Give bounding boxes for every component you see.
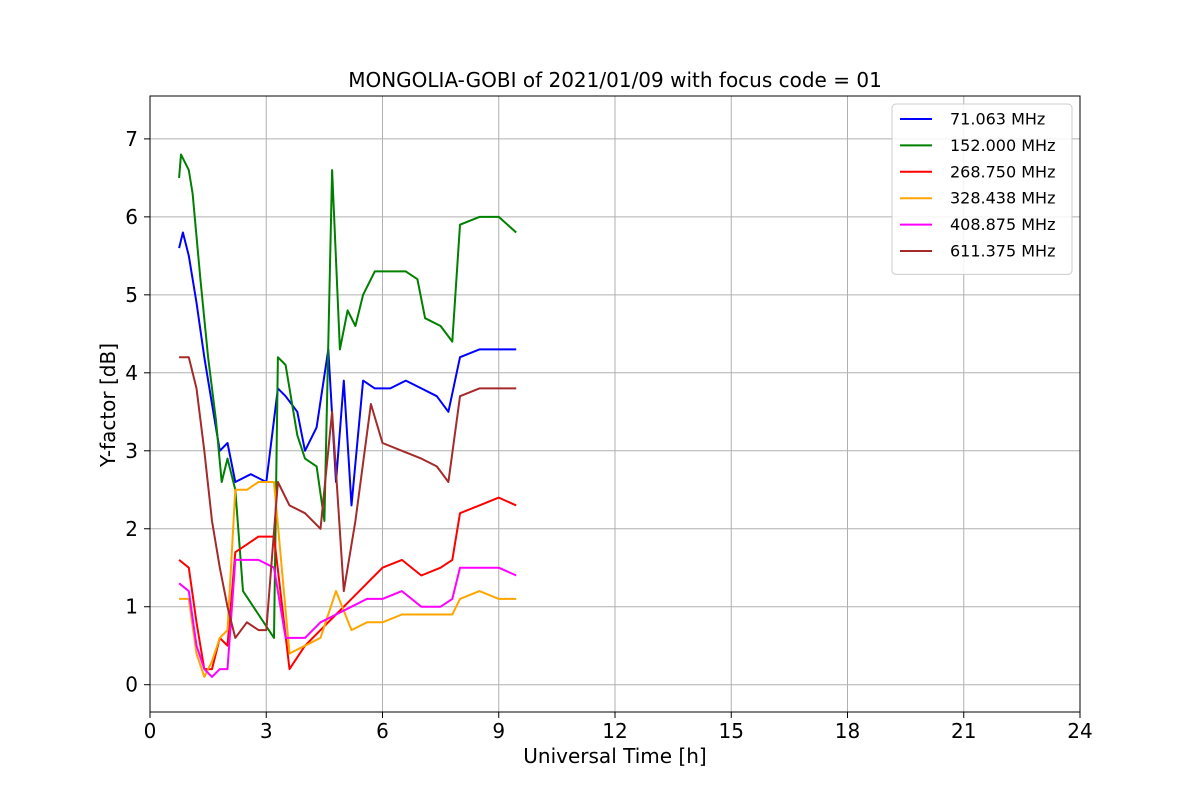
legend: 71.063 MHz 152.000 MHz 268.750 MHz 328.438 … bbox=[891, 103, 1073, 275]
series-line-1 bbox=[178, 153, 517, 639]
legend-label: 611.375 MHz bbox=[950, 242, 1055, 261]
legend-label: 328.438 MHz bbox=[950, 189, 1055, 208]
legend-label: 268.750 MHz bbox=[950, 162, 1055, 181]
x-tick-label: 24 bbox=[1067, 719, 1092, 743]
x-tick-label: 12 bbox=[602, 719, 627, 743]
series-line-2 bbox=[178, 496, 517, 671]
y-tick-label: 0 bbox=[125, 673, 138, 697]
series-line-0 bbox=[178, 231, 517, 507]
y-axis: 0 1 2 3 4 5 6 7 bbox=[125, 127, 150, 697]
x-tick-label: 0 bbox=[144, 719, 157, 743]
y-tick-label: 6 bbox=[125, 205, 138, 229]
y-axis-label: Y-factor [dB] bbox=[96, 343, 120, 468]
x-tick-label: 21 bbox=[951, 719, 976, 743]
series-line-3 bbox=[179, 481, 517, 678]
legend-box bbox=[891, 103, 1073, 275]
x-tick-label: 6 bbox=[376, 719, 389, 743]
y-tick-label: 3 bbox=[125, 439, 138, 463]
plot-lines bbox=[178, 153, 517, 678]
series-line-4 bbox=[178, 558, 517, 678]
legend-label: 408.875 MHz bbox=[950, 215, 1055, 234]
y-tick-label: 7 bbox=[125, 127, 138, 151]
legend-label: 71.063 MHz bbox=[950, 110, 1045, 129]
x-axis-label: Universal Time [h] bbox=[523, 744, 706, 768]
y-tick-label: 2 bbox=[125, 517, 138, 541]
x-tick-label: 3 bbox=[260, 719, 273, 743]
legend-label: 152.000 MHz bbox=[950, 136, 1055, 155]
series-line-5 bbox=[179, 356, 517, 639]
y-tick-label: 4 bbox=[125, 361, 138, 385]
y-tick-label: 1 bbox=[125, 595, 138, 619]
grid-lines bbox=[149, 96, 1081, 712]
chart-title: MONGOLIA-GOBI of 2021/01/09 with focus c… bbox=[348, 68, 882, 92]
y-tick-label: 5 bbox=[125, 283, 138, 307]
x-tick-label: 9 bbox=[492, 719, 505, 743]
x-tick-label: 18 bbox=[835, 719, 860, 743]
x-tick-label: 15 bbox=[719, 719, 744, 743]
x-axis: 0 3 6 9 12 15 18 21 24 bbox=[144, 712, 1093, 743]
